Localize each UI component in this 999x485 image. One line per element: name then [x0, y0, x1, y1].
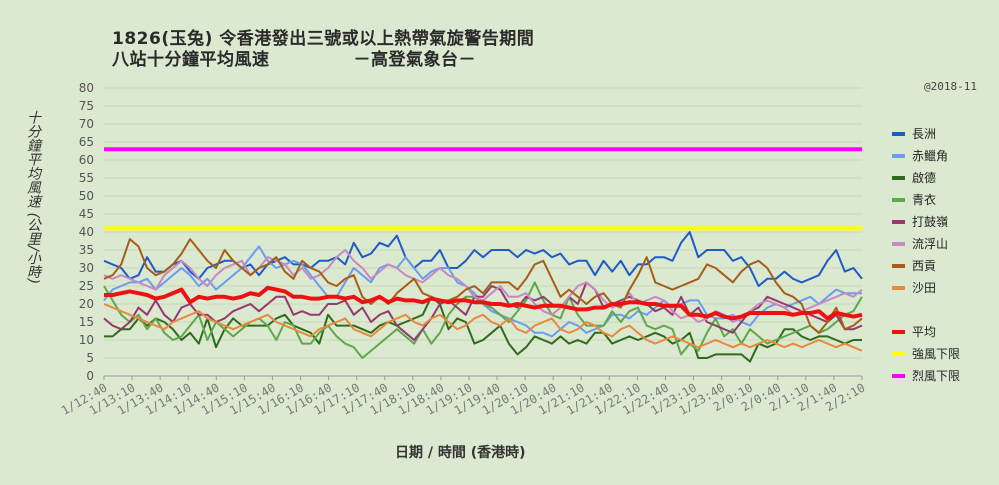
series-line-沙田: [103, 303, 863, 352]
x-axis-label: 日期 / 時間 (香港時): [395, 445, 526, 461]
legend-item: 強風下限: [892, 344, 992, 366]
chart-source: －高登氣象台－: [353, 50, 476, 70]
legend-swatch: [892, 154, 905, 158]
chart-title-line1: 1826(玉兔) 令香港發出三號或以上熱帶氣旋警告期間: [112, 29, 535, 49]
grid-lines: [103, 87, 863, 380]
legend-swatch: [892, 176, 905, 180]
y-axis-label: 十分鐘平均風速 (公里/小時): [25, 110, 41, 285]
y-tick-label: 25: [79, 279, 94, 293]
legend-item: 長洲: [892, 124, 992, 146]
y-tick-label: 65: [79, 135, 94, 149]
y-tick-label: 0: [86, 369, 94, 383]
y-tick-label: 35: [79, 243, 94, 257]
series-line-西貢: [103, 238, 863, 334]
legend-swatch: [892, 132, 905, 136]
legend-label: 青衣: [912, 193, 937, 207]
series-lines: [103, 147, 863, 363]
legend-swatch: [892, 220, 905, 224]
legend-swatch: [892, 330, 905, 334]
y-tick-label: 60: [79, 153, 94, 167]
series-line-平均: [104, 285, 863, 321]
legend-item: 平均: [892, 322, 992, 344]
legend-label: 流浮山: [912, 237, 949, 251]
chart-title-line2: 八站十分鐘平均風速 －高登氣象台－: [112, 45, 476, 70]
y-tick-label: 15: [79, 315, 94, 329]
y-tick-label: 5: [86, 351, 94, 365]
series-line-長洲: [103, 231, 863, 287]
legend-swatch: [892, 264, 905, 268]
legend-swatch: [892, 374, 905, 378]
y-tick-label: 45: [79, 207, 94, 221]
legend-swatch: [892, 198, 905, 202]
legend-gap: [892, 300, 992, 322]
x-tick-labels: 1/12:401/13:101/13:401/14:101/14:401/15:…: [59, 380, 868, 417]
y-tick-label: 30: [79, 261, 94, 275]
legend-label: 西貢: [912, 259, 937, 273]
series-line-啟德: [104, 295, 862, 363]
y-tick-label: 40: [79, 225, 94, 239]
legend-label: 長洲: [912, 127, 937, 141]
legend-label: 平均: [912, 325, 937, 339]
y-tick-label: 20: [79, 297, 94, 311]
legend-item: 西貢: [892, 256, 992, 278]
legend-item: 赤鱲角: [892, 146, 992, 168]
legend-label: 打鼓嶺: [912, 215, 949, 229]
y-tick-labels: 0 5 10 15 20 25 30 35 40 45 50 55 60 65 70 75 80: [79, 81, 94, 383]
copyright-text: @2018-11: [924, 80, 977, 93]
legend-item: 流浮山: [892, 234, 992, 256]
y-tick-label: 50: [79, 189, 94, 203]
chart-subtitle: 八站十分鐘平均風速: [112, 50, 270, 70]
y-tick-label: 55: [79, 171, 94, 185]
series-line-打鼓嶺: [103, 281, 863, 341]
legend-swatch: [892, 286, 905, 290]
y-tick-label: 70: [79, 117, 94, 131]
legend-label: 赤鱲角: [912, 149, 949, 163]
y-tick-label: 80: [79, 81, 94, 95]
legend-item: 青衣: [892, 190, 992, 212]
legend-label: 強風下限: [912, 347, 961, 361]
legend-swatch: [892, 242, 905, 246]
y-tick-label: 10: [79, 333, 94, 347]
legend-swatch: [892, 352, 905, 356]
legend-item: 打鼓嶺: [892, 212, 992, 234]
legend-item: 沙田: [892, 278, 992, 300]
legend-label: 沙田: [912, 281, 937, 295]
legend-label: 烈風下限: [912, 369, 961, 383]
legend-item: 烈風下限: [892, 366, 992, 388]
legend-label: 啟德: [912, 171, 937, 185]
legend: 長洲赤鱲角啟德青衣打鼓嶺流浮山西貢沙田平均強風下限烈風下限: [892, 124, 992, 388]
y-tick-label: 75: [79, 99, 94, 113]
legend-item: 啟德: [892, 168, 992, 190]
